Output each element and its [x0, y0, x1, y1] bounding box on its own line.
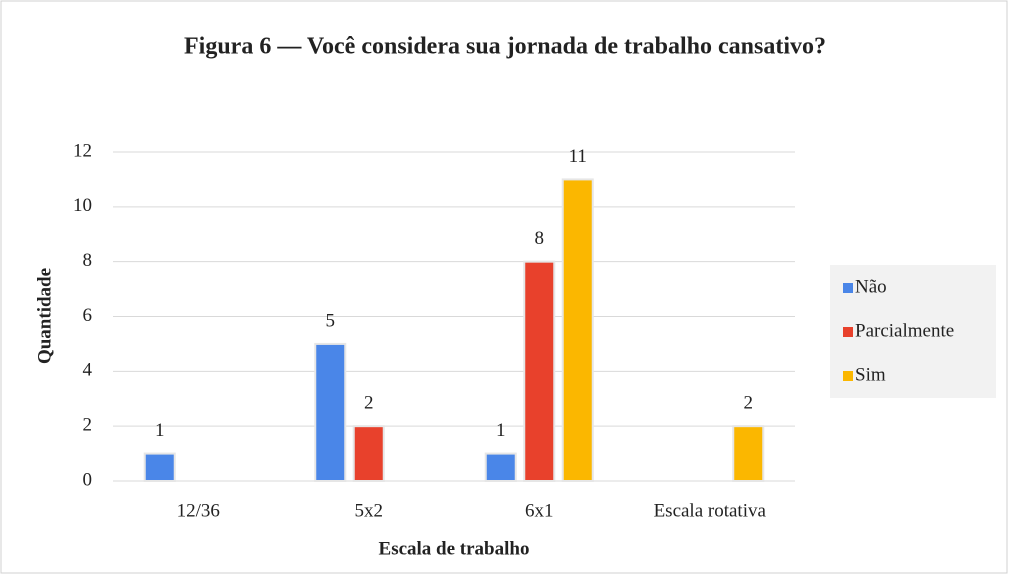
legend-swatch	[843, 283, 853, 293]
data-label: 5	[326, 310, 336, 331]
bar	[484, 452, 517, 483]
bar	[143, 452, 176, 483]
data-label: 11	[569, 146, 587, 167]
legend-swatch	[843, 371, 853, 381]
legend-label: Parcialmente	[855, 320, 954, 341]
x-tick-label: 6x1	[525, 500, 554, 521]
bar	[523, 260, 556, 482]
chart-title: Figura 6 — Você considera sua jornada de…	[184, 34, 826, 60]
data-label: 2	[364, 393, 374, 414]
legend-label: Não	[855, 276, 887, 297]
data-label: 8	[535, 228, 545, 249]
y-tick-label: 4	[83, 360, 93, 381]
bar	[314, 342, 347, 482]
legend-swatch	[843, 327, 853, 337]
y-tick-label: 2	[83, 415, 93, 436]
data-label: 1	[496, 420, 506, 441]
y-tick-label: 6	[83, 305, 93, 326]
x-tick-label: 5x2	[355, 500, 384, 521]
x-tick-label: Escala rotativa	[654, 500, 767, 521]
bar	[732, 425, 765, 482]
y-tick-label: 10	[73, 195, 92, 216]
x-tick-label: 12/36	[177, 500, 220, 521]
legend-label: Sim	[855, 364, 886, 385]
x-axis-label: Escala de trabalho	[379, 538, 530, 559]
y-tick-label: 8	[83, 250, 93, 271]
bar	[561, 178, 594, 483]
y-tick-label: 0	[83, 469, 93, 490]
legend-box	[830, 265, 996, 398]
y-tick-label: 12	[73, 140, 92, 161]
data-label: 1	[155, 420, 165, 441]
data-label: 2	[744, 393, 754, 414]
y-axis-label: Quantidade	[34, 268, 55, 364]
bar	[352, 425, 385, 482]
